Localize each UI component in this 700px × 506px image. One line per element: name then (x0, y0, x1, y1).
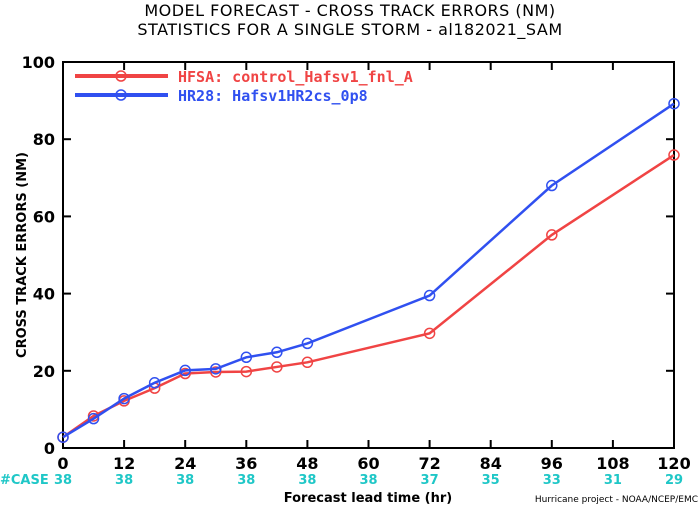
y-tick-label: 80 (33, 130, 55, 149)
data-point (271, 361, 283, 373)
x-tick-label: 60 (357, 454, 379, 473)
data-point (210, 366, 222, 378)
data-point (118, 392, 130, 405)
x-tick-label: 108 (596, 454, 629, 473)
y-tick-label: 0 (44, 439, 55, 458)
x-tick-label: 96 (541, 454, 563, 473)
data-point (57, 431, 69, 443)
case-count: 38 (54, 473, 72, 488)
data-point (179, 364, 191, 377)
data-point (271, 346, 283, 359)
data-point (148, 377, 161, 389)
case-count: 38 (237, 473, 255, 488)
legend-marker (115, 89, 127, 101)
credit-text: Hurricane project - NOAA/NCEP/EMC (535, 495, 698, 505)
y-tick-label: 20 (33, 362, 55, 381)
y-tick-label: 60 (33, 207, 55, 226)
x-axis-label: Forecast lead time (hr) (284, 491, 452, 506)
case-count: 38 (359, 473, 377, 488)
case-row-label: #CASE (0, 473, 49, 488)
data-point (210, 363, 222, 375)
case-count: 33 (543, 473, 561, 488)
legend-label: HR28: Hafsv1HR2cs_0p8 (178, 87, 368, 105)
x-tick-label: 12 (113, 454, 135, 473)
y-axis-label: CROSS TRACK ERRORS (NM) (15, 152, 30, 358)
legend-marker (115, 70, 127, 82)
x-tick-label: 36 (235, 454, 257, 473)
data-point (240, 365, 253, 378)
case-count: 37 (421, 473, 439, 488)
case-count: 38 (115, 473, 133, 488)
data-point (423, 327, 436, 340)
x-tick-label: 24 (174, 454, 196, 473)
x-tick-label: 72 (418, 454, 440, 473)
y-tick-label: 100 (22, 53, 55, 72)
x-tick-label: 0 (57, 454, 68, 473)
x-tick-label: 48 (296, 454, 318, 473)
chart-subtitle: STATISTICS FOR A SINGLE STORM - al182021… (137, 20, 563, 39)
data-point (87, 412, 100, 425)
data-point (668, 149, 680, 161)
x-tick-label: 120 (657, 454, 690, 473)
plot-frame (62, 61, 675, 449)
y-tick-label: 40 (33, 285, 55, 304)
data-point (301, 356, 314, 369)
case-count: 35 (482, 473, 500, 488)
series-line-1 (62, 153, 675, 439)
data-point (301, 337, 314, 350)
case-count: 38 (176, 473, 194, 488)
case-count: 31 (604, 473, 622, 488)
data-point (546, 229, 558, 241)
data-point (668, 97, 680, 110)
legend-label: HFSA: control_Hafsv1_fnl_A (178, 68, 413, 86)
case-count: 38 (298, 473, 316, 488)
data-point (546, 179, 558, 192)
chart-title: MODEL FORECAST - CROSS TRACK ERRORS (NM) (144, 1, 556, 20)
x-tick-label: 84 (480, 454, 502, 473)
series-line-2 (62, 102, 675, 439)
data-point (240, 351, 253, 364)
data-point (423, 289, 436, 302)
case-count: 29 (665, 473, 683, 488)
